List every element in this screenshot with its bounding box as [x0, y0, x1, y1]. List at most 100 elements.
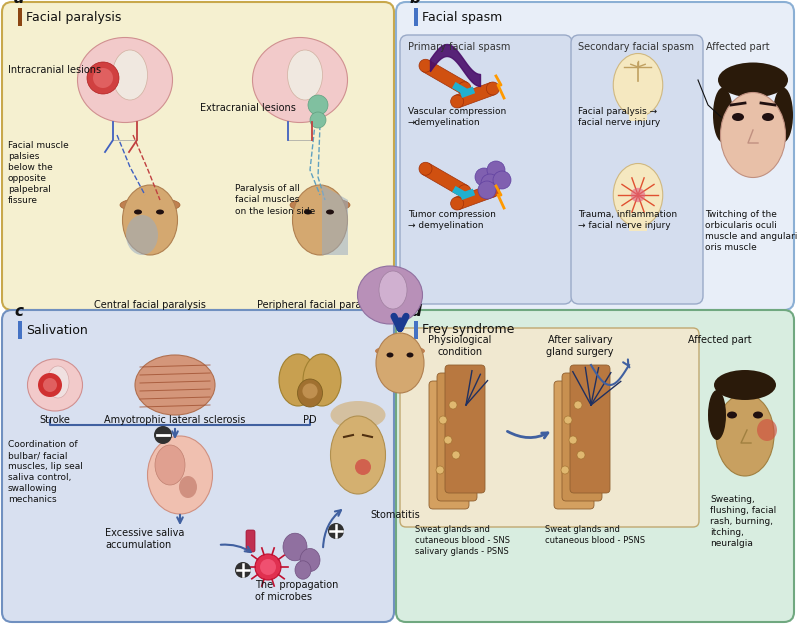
Ellipse shape: [613, 164, 663, 226]
Bar: [18, 8, 22, 26]
Text: Facial muscle
palsies
below the
opposite
palpebral
fissure: Facial muscle palsies below the opposite…: [8, 141, 69, 205]
Ellipse shape: [47, 366, 69, 398]
Ellipse shape: [331, 401, 386, 429]
Ellipse shape: [156, 209, 164, 214]
Ellipse shape: [406, 352, 414, 357]
Ellipse shape: [304, 209, 312, 214]
Circle shape: [302, 383, 318, 399]
Circle shape: [308, 95, 328, 115]
FancyBboxPatch shape: [2, 310, 394, 622]
Circle shape: [355, 459, 371, 475]
Circle shape: [93, 68, 113, 88]
Circle shape: [87, 62, 119, 94]
Text: Trauma, inflammation
→ facial nerve injury: Trauma, inflammation → facial nerve inju…: [578, 210, 677, 230]
Ellipse shape: [387, 352, 394, 357]
Text: Tumor compression
→ demyelination: Tumor compression → demyelination: [408, 210, 496, 230]
Text: Facial spasm: Facial spasm: [422, 11, 502, 24]
Ellipse shape: [112, 50, 147, 100]
Circle shape: [310, 112, 326, 128]
Ellipse shape: [718, 62, 788, 98]
Text: Amyotrophic lateral sclerosis: Amyotrophic lateral sclerosis: [104, 415, 245, 425]
Ellipse shape: [757, 419, 777, 441]
Ellipse shape: [732, 113, 744, 121]
Text: The  propagation
of microbes: The propagation of microbes: [255, 580, 339, 602]
Text: Affected part: Affected part: [688, 335, 752, 345]
Polygon shape: [422, 60, 468, 94]
Text: Extracranial lesions: Extracranial lesions: [200, 103, 296, 113]
Ellipse shape: [753, 411, 763, 419]
Text: Sweat glands and
cutaneous blood - SNS
salivary glands - PSNS: Sweat glands and cutaneous blood - SNS s…: [415, 525, 510, 556]
Ellipse shape: [290, 198, 350, 212]
Polygon shape: [455, 82, 495, 107]
Ellipse shape: [279, 354, 317, 406]
Ellipse shape: [450, 197, 464, 210]
Ellipse shape: [295, 561, 311, 579]
Text: After salivary
gland surgery: After salivary gland surgery: [546, 335, 614, 357]
Circle shape: [574, 401, 582, 409]
Circle shape: [487, 161, 505, 179]
Text: Sweat glands and
cutaneous blood - PSNS: Sweat glands and cutaneous blood - PSNS: [545, 525, 645, 545]
Text: Sweating,
flushing, facial
rash, burning,
itching,
neuralgia: Sweating, flushing, facial rash, burning…: [710, 495, 776, 548]
Ellipse shape: [120, 198, 180, 212]
Bar: [460, 87, 475, 98]
Text: Excessive saliva
accumulation: Excessive saliva accumulation: [105, 528, 184, 551]
Ellipse shape: [303, 354, 341, 406]
Circle shape: [564, 416, 572, 424]
FancyBboxPatch shape: [437, 373, 477, 501]
Ellipse shape: [458, 185, 471, 198]
Text: Facial paralysis: Facial paralysis: [26, 11, 121, 24]
Bar: [414, 8, 418, 26]
Ellipse shape: [300, 549, 320, 571]
FancyBboxPatch shape: [429, 381, 469, 509]
Ellipse shape: [379, 271, 407, 309]
Polygon shape: [455, 184, 495, 209]
Circle shape: [38, 373, 62, 397]
Ellipse shape: [292, 185, 347, 255]
Circle shape: [478, 181, 496, 199]
Text: Stomatitis: Stomatitis: [370, 510, 420, 520]
Text: c: c: [14, 304, 23, 319]
Ellipse shape: [419, 162, 432, 175]
Bar: [18, 321, 22, 339]
FancyBboxPatch shape: [246, 530, 255, 552]
FancyBboxPatch shape: [562, 373, 602, 501]
Bar: [452, 186, 468, 199]
Ellipse shape: [727, 411, 737, 419]
Circle shape: [577, 451, 585, 459]
Ellipse shape: [123, 185, 178, 255]
Ellipse shape: [134, 209, 142, 214]
Ellipse shape: [147, 436, 213, 514]
Text: d: d: [410, 304, 421, 319]
Circle shape: [630, 188, 646, 202]
FancyBboxPatch shape: [2, 2, 394, 310]
Ellipse shape: [155, 445, 185, 485]
Text: Paralysis of all
facial muscles
on the lesion side: Paralysis of all facial muscles on the l…: [235, 184, 316, 216]
FancyBboxPatch shape: [396, 310, 794, 622]
Ellipse shape: [376, 333, 424, 393]
Ellipse shape: [458, 82, 471, 95]
Circle shape: [255, 554, 281, 580]
Ellipse shape: [28, 359, 83, 411]
Circle shape: [449, 401, 457, 409]
Ellipse shape: [486, 184, 500, 197]
Text: Physiological
condition: Physiological condition: [428, 335, 492, 357]
FancyBboxPatch shape: [571, 35, 703, 304]
Ellipse shape: [283, 533, 307, 561]
Text: Peripheral facial paralysis: Peripheral facial paralysis: [257, 300, 383, 310]
FancyBboxPatch shape: [445, 365, 485, 493]
Text: Affected part: Affected part: [706, 42, 770, 52]
Text: Intracranial lesions: Intracranial lesions: [8, 65, 101, 75]
Bar: [460, 189, 475, 200]
Circle shape: [439, 416, 447, 424]
Ellipse shape: [419, 59, 432, 72]
Ellipse shape: [331, 416, 386, 494]
Ellipse shape: [708, 390, 726, 440]
Ellipse shape: [375, 345, 425, 357]
Polygon shape: [322, 185, 348, 255]
Circle shape: [328, 523, 344, 539]
Circle shape: [436, 466, 444, 474]
Ellipse shape: [126, 215, 158, 255]
Text: Central facial paralysis: Central facial paralysis: [94, 300, 206, 310]
Ellipse shape: [288, 50, 323, 100]
Bar: [414, 321, 418, 339]
